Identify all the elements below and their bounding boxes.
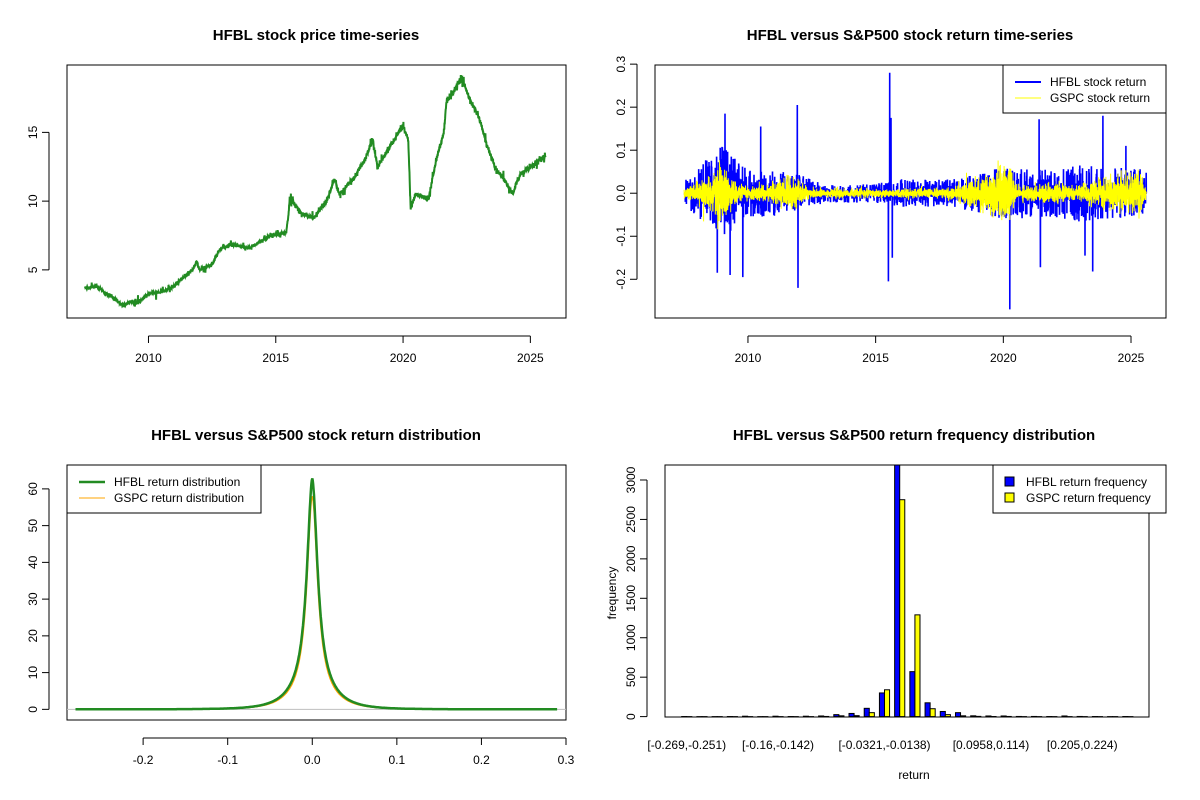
gspc-return-line <box>683 160 1147 230</box>
density-legend-entry: GSPC return distribution <box>114 491 244 505</box>
return-x-axis-tick-label: 2015 <box>862 351 889 365</box>
density-y-axis-tick-label: 60 <box>26 482 40 496</box>
hfbl-frequency-bar <box>939 710 946 717</box>
histogram-legend-swatch <box>1004 476 1015 487</box>
return-x-axis-tick-label: 2020 <box>990 351 1017 365</box>
price-plot-frame <box>66 64 567 319</box>
density-y-axis-tick-label: 30 <box>26 592 40 606</box>
return-chart-title: HFBL versus S&P500 stock return time-ser… <box>747 27 1074 44</box>
return-legend-entry: HFBL stock return <box>1050 75 1146 89</box>
gspc-frequency-bar <box>838 715 845 717</box>
return-legend <box>1002 64 1167 114</box>
histogram-y-axis-tick-label: 2000 <box>624 545 638 572</box>
density-y-axis-tick-label: 20 <box>26 629 40 643</box>
hfbl-frequency-bar <box>848 712 855 717</box>
hfbl-frequency-bar <box>954 712 962 717</box>
hfbl-frequency-bar <box>833 714 840 717</box>
density-plot-frame <box>66 464 567 721</box>
price-x-axis-tick-label: 2025 <box>517 351 544 365</box>
density-x-axis-tick-label: 0.3 <box>558 753 575 767</box>
histogram-category-label: [-0.16,-0.142) <box>742 738 814 752</box>
return-y-axis-tick-label: 0.2 <box>614 99 628 116</box>
density-x-axis-tick-label: 0.1 <box>389 753 406 767</box>
density-legend <box>66 464 262 514</box>
price-y-axis-tick-label: 15 <box>26 125 40 139</box>
gspc-frequency-bar <box>944 714 951 717</box>
histogram-category-label: [-0.0321,-0.0138) <box>838 738 930 752</box>
density-chart-title: HFBL versus S&P500 stock return distribu… <box>151 427 481 444</box>
price-x-axis-tick-label: 2020 <box>390 351 417 365</box>
gspc-frequency-bar <box>853 715 860 717</box>
gspc-frequency-bar <box>884 689 891 717</box>
histogram-plot-frame <box>664 464 1150 718</box>
hfbl-density-line <box>75 478 558 711</box>
histogram-y-axis-tick-label: 1500 <box>624 585 638 612</box>
hfbl-frequency-bar <box>863 707 870 717</box>
density-x-axis-tick-label: -0.1 <box>217 753 238 767</box>
histogram-y-axis-tick-label: 3000 <box>624 466 638 493</box>
density-legend-entry: HFBL return distribution <box>114 475 240 489</box>
histogram-category-label: [-0.269,-0.251) <box>647 738 726 752</box>
density-x-axis-tick-label: 0.2 <box>473 753 490 767</box>
return-legend-entry: GSPC stock return <box>1050 91 1150 105</box>
histogram-y-axis-tick-label: 2500 <box>624 506 638 533</box>
price-y-axis-tick-label: 10 <box>26 194 40 208</box>
hfbl-frequency-bar <box>894 465 901 717</box>
hfbl-frequency-bar <box>878 692 885 717</box>
price-y-axis-tick-label: 5 <box>26 266 40 273</box>
return-x-axis-tick-label: 2025 <box>1118 351 1145 365</box>
return-plot-frame <box>654 64 1167 319</box>
density-y-axis-tick-label: 10 <box>26 666 40 680</box>
hfbl-frequency-bar <box>924 702 931 717</box>
histogram-chart-title: HFBL versus S&P500 return frequency dist… <box>733 427 1095 444</box>
histogram-y-label: frequency <box>605 567 619 620</box>
return-y-axis-tick-label: 0.3 <box>614 55 628 72</box>
histogram-x-label: return <box>898 768 929 782</box>
density-x-axis-tick-label: -0.2 <box>133 753 154 767</box>
histogram-category-label: [0.205,0.224) <box>1047 738 1118 752</box>
density-y-axis-tick-label: 50 <box>26 519 40 533</box>
gspc-frequency-bar <box>929 708 936 717</box>
return-y-axis-tick-label: -0.2 <box>614 269 628 290</box>
return-y-axis-tick-label: 0.0 <box>614 185 628 202</box>
histogram-y-axis-tick-label: 0 <box>624 713 638 720</box>
histogram-y-axis-tick-label: 1000 <box>624 624 638 651</box>
hfbl-frequency-bar <box>909 671 916 717</box>
price-x-axis-tick-label: 2010 <box>135 351 162 365</box>
histogram-legend <box>992 464 1167 514</box>
gspc-frequency-bar <box>960 715 967 717</box>
price-x-axis-tick-label: 2015 <box>262 351 289 365</box>
histogram-legend-entry: HFBL return frequency <box>1026 475 1147 489</box>
gspc-frequency-bar <box>914 614 921 717</box>
histogram-legend-swatch <box>1004 492 1015 503</box>
density-y-axis-tick-label: 40 <box>26 555 40 569</box>
return-y-axis-tick-label: -0.1 <box>614 226 628 247</box>
gspc-frequency-bar <box>868 712 875 717</box>
histogram-category-label: [0.0958,0.114) <box>953 738 1030 752</box>
price-chart-title: HFBL stock price time-series <box>213 27 419 44</box>
density-x-axis-tick-label: 0.0 <box>304 753 321 767</box>
gspc-frequency-bar <box>899 499 906 717</box>
histogram-y-axis-tick-label: 500 <box>624 667 638 687</box>
return-y-axis-tick-label: 0.1 <box>614 142 628 159</box>
price-series-line <box>84 74 547 309</box>
histogram-legend-entry: GSPC return frequency <box>1026 491 1151 505</box>
density-y-axis-tick-label: 0 <box>26 706 40 713</box>
hfbl-frequency-bar <box>970 715 977 717</box>
return-x-axis-tick-label: 2010 <box>735 351 762 365</box>
